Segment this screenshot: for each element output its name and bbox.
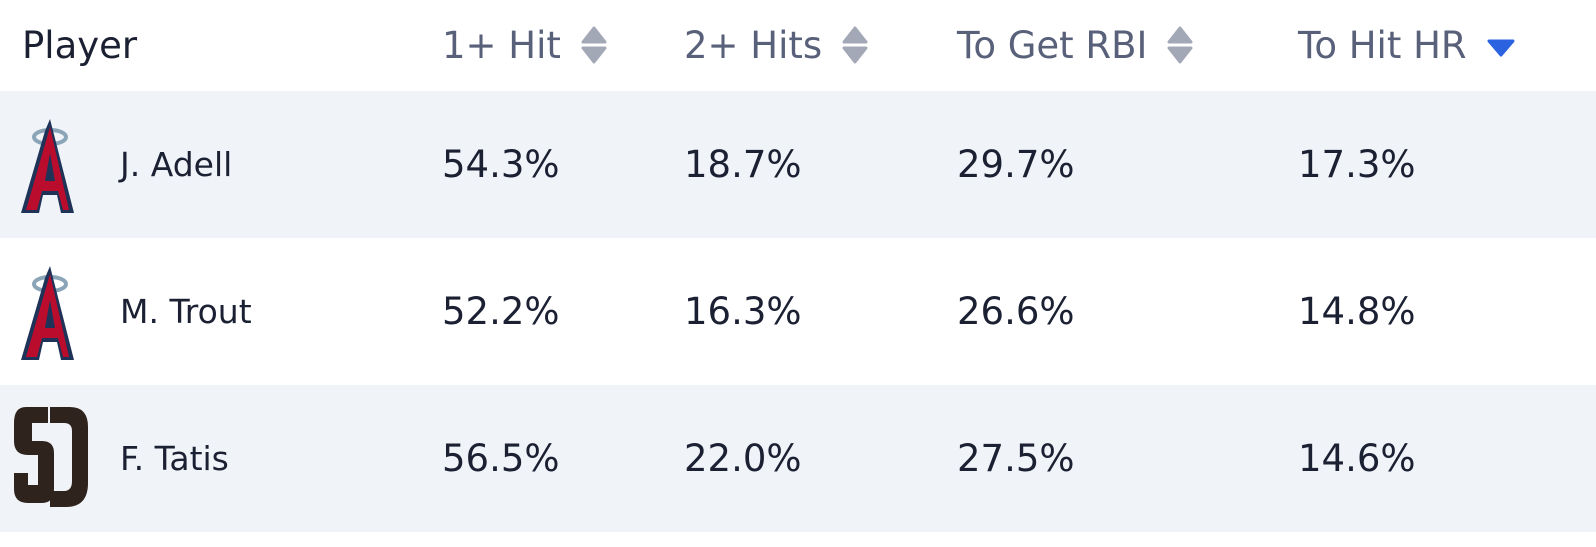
team-logo [21,119,74,213]
header-label: 2+ Hits [684,23,823,67]
header-cell[interactable]: To Hit HR [1298,0,1517,90]
table-row: M. Trout 52.2% 16.3% 26.6% 14.8% [0,238,1596,385]
header-label: To Hit HR [1298,23,1467,67]
cell-value: 22.0% [684,437,802,480]
cell-value: 18.7% [684,143,802,186]
player-name: J. Adell [120,145,233,184]
cell-value: 17.3% [1298,143,1416,186]
sort-icon-active [1487,39,1515,57]
player-name: F. Tatis [120,439,229,478]
sort-icon [581,26,607,64]
team-logo [14,407,88,507]
header-cell[interactable]: Player [22,23,138,67]
cell-value: 29.7% [957,143,1075,186]
cell-value: 26.6% [957,290,1075,333]
player-name: M. Trout [120,292,252,331]
cell-value: 54.3% [442,143,560,186]
sort-icon [1167,26,1193,64]
header-cell[interactable]: 2+ Hits [684,0,870,90]
table-row: J. Adell 54.3% 18.7% 29.7% 17.3% [0,91,1596,238]
header-label: To Get RBI [957,23,1148,67]
cell-value: 52.2% [442,290,560,333]
cell-value: 16.3% [684,290,802,333]
cell-value: 14.6% [1298,437,1416,480]
cell-value: 27.5% [957,437,1075,480]
sort-icon [842,26,868,64]
table-row: F. Tatis 56.5% 22.0% 27.5% 14.6% [0,385,1596,532]
header-label: 1+ Hit [442,23,561,67]
header-cell[interactable]: To Get RBI [957,0,1195,90]
table-header: Player 1+ Hit 2+ Hits To Get RBI To Hit … [0,0,1596,90]
cell-value: 56.5% [442,437,560,480]
header-cell[interactable]: 1+ Hit [442,0,609,90]
team-logo [21,266,74,360]
cell-value: 14.8% [1298,290,1416,333]
